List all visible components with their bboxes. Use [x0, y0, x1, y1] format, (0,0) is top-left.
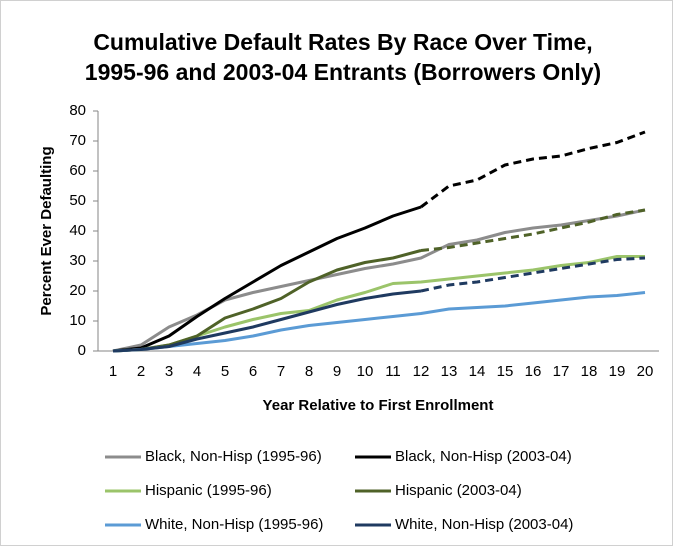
legend-label: Black, Non-Hisp (2003-04) — [395, 448, 572, 465]
x-tick-label: 20 — [637, 363, 654, 380]
x-tick-label: 14 — [469, 363, 486, 380]
x-tick-label: 5 — [221, 363, 229, 380]
series-line — [112, 291, 646, 353]
y-axis-title: Percent Ever Defaulting — [38, 146, 55, 315]
x-tick-label: 6 — [249, 363, 257, 380]
series-line — [112, 289, 422, 353]
chart-title: 1995-96 and 2003-04 Entrants (Borrowers … — [85, 59, 601, 85]
y-tick-label: 0 — [78, 342, 86, 359]
y-tick-label: 10 — [69, 312, 86, 329]
x-tick-label: 3 — [165, 363, 173, 380]
y-tick-label: 80 — [69, 102, 86, 119]
x-tick-label: 12 — [413, 363, 430, 380]
x-tick-label: 2 — [137, 363, 145, 380]
legend-label: White, Non-Hisp (2003-04) — [395, 516, 573, 533]
x-tick-label: 1 — [109, 363, 117, 380]
y-tick-label: 30 — [69, 252, 86, 269]
series-line — [112, 205, 422, 353]
x-tick-label: 4 — [193, 363, 201, 380]
x-tick-label: 17 — [553, 363, 570, 380]
legend-label: White, Non-Hisp (1995-96) — [145, 516, 323, 533]
x-tick-label: 15 — [497, 363, 514, 380]
legend-label: Hispanic (1995-96) — [145, 482, 272, 499]
series-line — [420, 256, 646, 293]
x-tick-label: 16 — [525, 363, 542, 380]
series-line — [420, 130, 646, 209]
x-axis-title: Year Relative to First Enrollment — [263, 397, 494, 414]
x-tick-label: 13 — [441, 363, 458, 380]
chart-title: Cumulative Default Rates By Race Over Ti… — [93, 29, 592, 55]
legend-label: Hispanic (2003-04) — [395, 482, 522, 499]
x-tick-label: 11 — [385, 363, 401, 380]
y-tick-label: 70 — [69, 132, 86, 149]
y-tick-label: 50 — [69, 192, 86, 209]
y-tick-label: 40 — [69, 222, 86, 239]
legend-label: Black, Non-Hisp (1995-96) — [145, 448, 322, 465]
y-tick-label: 20 — [69, 282, 86, 299]
y-tick-label: 60 — [69, 162, 86, 179]
x-tick-label: 8 — [305, 363, 313, 380]
x-tick-label: 7 — [277, 363, 285, 380]
x-tick-label: 19 — [609, 363, 626, 380]
series-line — [420, 208, 646, 252]
x-tick-label: 9 — [333, 363, 341, 380]
x-tick-label: 18 — [581, 363, 598, 380]
x-tick-label: 10 — [357, 363, 374, 380]
